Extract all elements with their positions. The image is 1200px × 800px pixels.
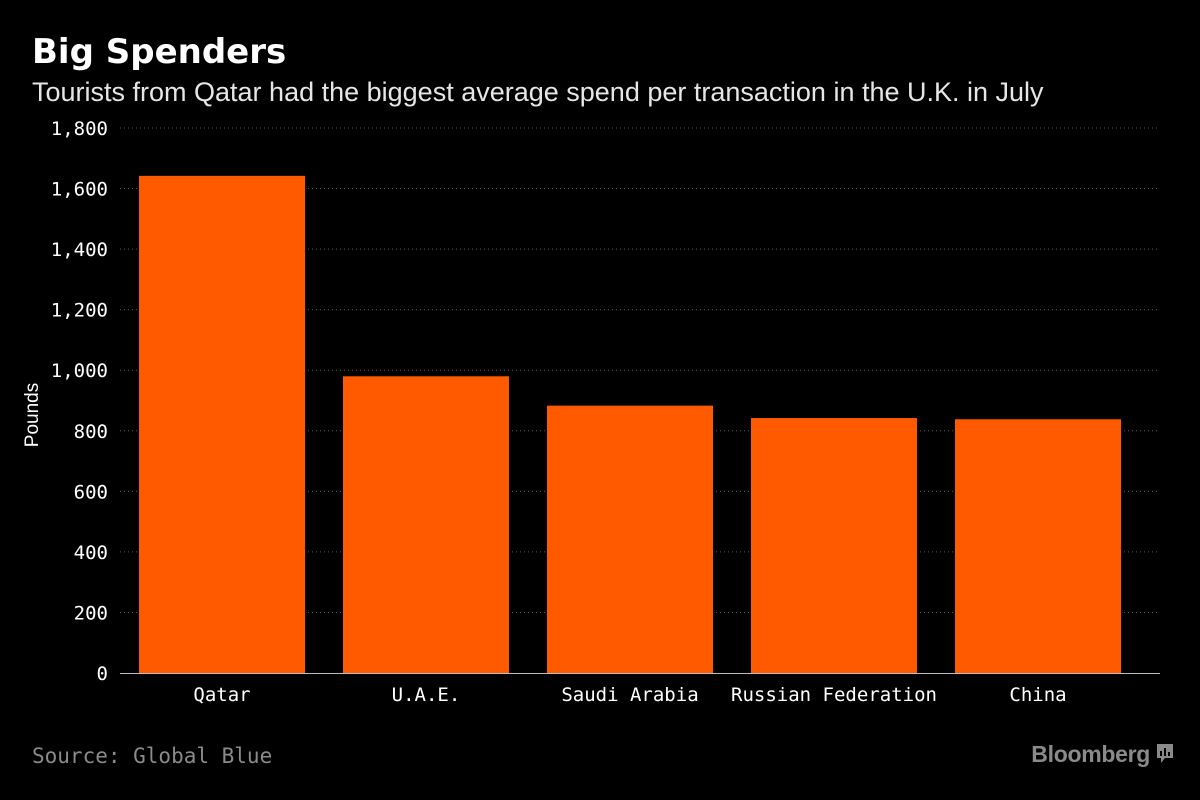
- y-tick-label: 200: [74, 602, 108, 624]
- y-axis-ticks: 0 200 400 600 800 1,000 1,200 1,400 1,600 1,800: [51, 118, 108, 685]
- brand-name: Bloomberg: [1031, 741, 1150, 767]
- y-tick-label: 600: [74, 481, 108, 503]
- y-axis-label: Pounds: [22, 383, 43, 447]
- bars: [139, 175, 1121, 674]
- x-tick-label: China: [1009, 684, 1066, 706]
- x-tick-label: Qatar: [193, 684, 250, 706]
- y-tick-label: 1,800: [51, 118, 108, 140]
- y-tick-label: 1,400: [51, 239, 108, 261]
- y-tick-label: 400: [74, 542, 108, 564]
- y-tick-label: 1,600: [51, 179, 108, 201]
- bar: [343, 376, 509, 673]
- y-tick-label: 1,200: [51, 300, 108, 322]
- x-tick-label: Russian Federation: [731, 684, 937, 706]
- x-axis-ticks: Qatar U.A.E. Saudi Arabia Russian Federatio…: [193, 684, 1066, 706]
- y-tick-label: 800: [74, 421, 108, 443]
- x-tick-label: U.A.E.: [392, 684, 461, 706]
- y-tick-label: 1,000: [51, 360, 108, 382]
- bloomberg-logo: Bloomberg: [1031, 740, 1174, 768]
- chart-subtitle: Tourists from Qatar had the biggest aver…: [32, 77, 1044, 107]
- x-tick-label: Saudi Arabia: [561, 684, 698, 706]
- y-tick-label: 0: [97, 663, 108, 685]
- bar: [751, 418, 917, 673]
- bar: [547, 405, 713, 673]
- bloomberg-chat-icon: [1157, 744, 1173, 763]
- bar: [955, 419, 1121, 673]
- bar: [139, 175, 305, 674]
- source-note: Source: Global Blue: [32, 744, 273, 768]
- chart-title: Big Spenders: [32, 32, 287, 72]
